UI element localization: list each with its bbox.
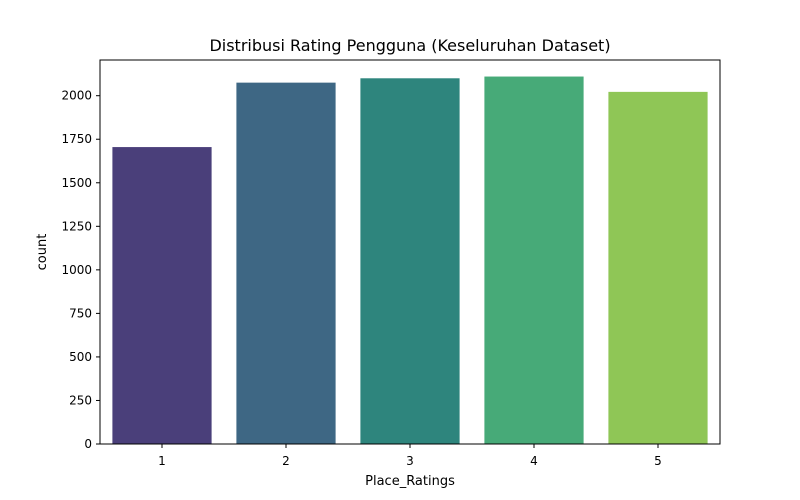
y-axis-ticks: 0 250 500 750 1000 1250 1500 1750 2000 <box>61 89 100 451</box>
bar-rating-2 <box>236 82 336 444</box>
plot-frame <box>99 59 721 445</box>
y-tick-label: 1000 <box>61 263 92 277</box>
x-axis-label: Place_Ratings <box>365 474 455 489</box>
bars-group <box>112 76 708 445</box>
x-tick-label: 5 <box>654 454 662 468</box>
y-tick-label: 2000 <box>61 89 92 103</box>
y-tick-label: 1500 <box>61 176 92 190</box>
y-tick-label: 1750 <box>61 132 92 146</box>
bar-rating-3 <box>360 78 460 445</box>
y-tick-label: 1250 <box>61 219 92 233</box>
y-tick-label: 250 <box>69 393 92 407</box>
bar-rating-5 <box>608 91 708 444</box>
y-tick-label: 500 <box>69 350 92 364</box>
bar-rating-1 <box>112 147 212 444</box>
x-tick-label: 3 <box>406 454 414 468</box>
y-tick-label: 750 <box>69 306 92 320</box>
y-tick-label: 0 <box>84 437 92 451</box>
x-tick-label: 1 <box>158 454 166 468</box>
chart-title: Distribusi Rating Pengguna (Keseluruhan … <box>209 36 610 55</box>
y-axis-label: count <box>35 234 50 271</box>
x-axis-ticks: 1 2 3 4 5 <box>158 444 662 468</box>
x-tick-label: 4 <box>530 454 538 468</box>
bar-rating-4 <box>484 76 584 444</box>
x-tick-label: 2 <box>282 454 290 468</box>
